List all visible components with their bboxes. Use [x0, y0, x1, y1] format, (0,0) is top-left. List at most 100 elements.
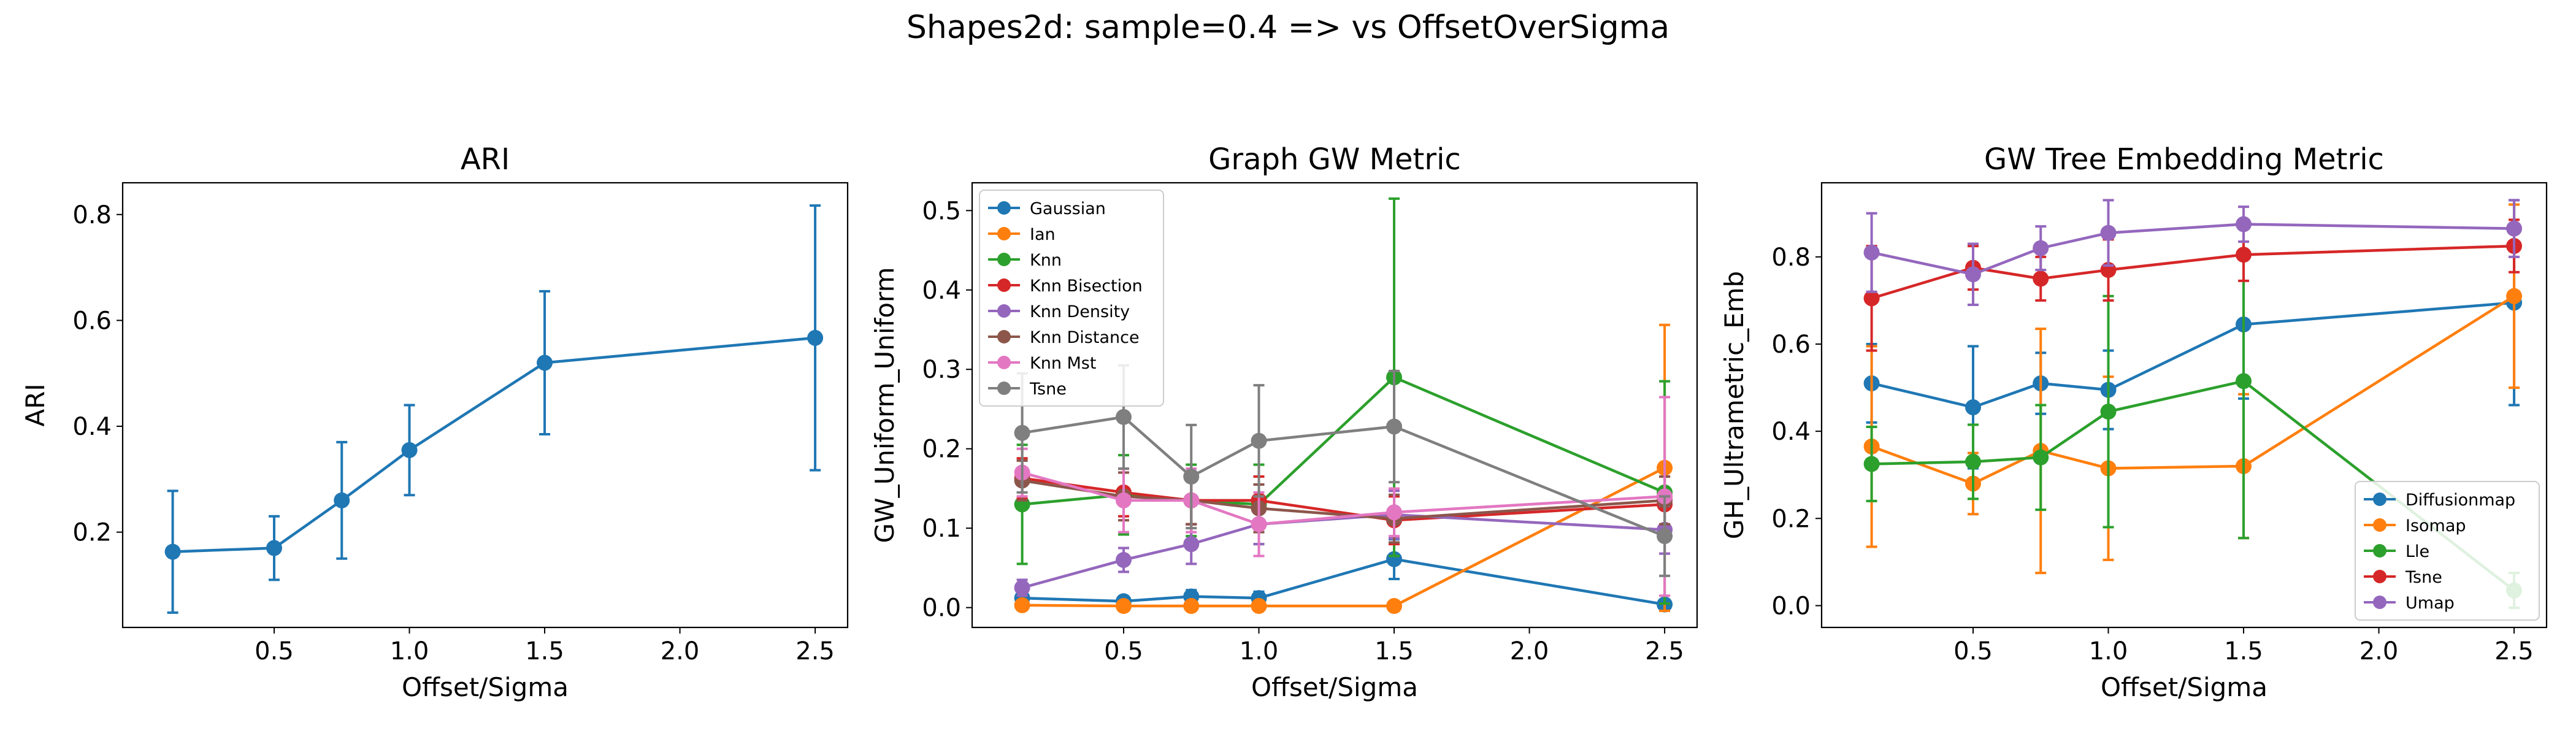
x-tick-label: 1.0: [390, 637, 429, 665]
series-knn-mst: [1014, 396, 1673, 597]
series-series: [164, 204, 824, 614]
legend-marker: [2373, 544, 2386, 558]
series-line: [1021, 513, 1665, 589]
series-line: [1021, 471, 1665, 526]
y-tick-label: 0.4: [1771, 418, 1811, 446]
x-tick-label: 2.5: [2494, 637, 2534, 665]
legend-entry: Ian: [988, 225, 1056, 244]
legend-label: Knn: [1030, 251, 1062, 270]
legend-frame: [2355, 481, 2540, 621]
legend-label: Lle: [2405, 542, 2429, 561]
legend-entry: Tsne: [988, 380, 1067, 399]
y-tick-label: 0.6: [1771, 331, 1811, 359]
data-point: [1251, 516, 1267, 532]
y-axis-label: ARI: [20, 383, 50, 426]
data-point: [1115, 551, 1132, 568]
data-point: [1251, 598, 1267, 615]
legend-label: Ian: [1030, 225, 1056, 244]
x-tick-label: 2.0: [2359, 637, 2399, 665]
legend-entry: Diffusionmap: [2364, 491, 2515, 510]
x-axis-label: Offset/Sigma: [2101, 672, 2267, 702]
legend-marker: [997, 201, 1011, 215]
y-axis-label: GH_Ultrametric_Emb: [1719, 271, 1749, 539]
data-point: [1115, 598, 1132, 615]
data-point: [1657, 528, 1673, 545]
legend: Diffusionmap Isomap Lle Tsne Umap: [2355, 481, 2540, 621]
data-point: [2506, 288, 2523, 304]
series-line: [1871, 244, 2515, 300]
data-point: [2033, 240, 2049, 256]
y-tick-label: 0.6: [72, 307, 112, 335]
legend-entry: Umap: [2364, 594, 2455, 613]
data-point: [1014, 597, 1030, 613]
legend-label: Knn Bisection: [1030, 277, 1143, 296]
data-point: [2236, 216, 2252, 232]
legend-entry: Gaussian: [988, 199, 1106, 218]
data-point: [2033, 449, 2049, 466]
legend-label: Tsne: [2405, 568, 2442, 587]
data-point: [2236, 373, 2252, 389]
data-point: [1386, 418, 1403, 435]
legend-label: Gaussian: [1030, 199, 1106, 218]
data-point: [1863, 244, 1880, 261]
legend-marker: [997, 278, 1011, 292]
legend-entry: Isomap: [2364, 516, 2466, 535]
data-point: [1965, 266, 1981, 283]
series-line: [1022, 558, 1665, 606]
y-tick-label: 0.2: [1771, 505, 1811, 533]
panel-graph-gw-metric: Graph GW Metric 0.5 1.0 1.5 2.0 2.5 0.0 0.1 0.2 0…: [870, 142, 1698, 702]
legend-label: Knn Distance: [1030, 328, 1140, 347]
data-point: [1115, 492, 1132, 508]
plot-frame: [1820, 182, 2548, 629]
data-point: [537, 355, 553, 371]
data-point: [164, 543, 181, 560]
legend-entry: Knn: [988, 251, 1062, 270]
x-tick-label: 2.5: [1645, 637, 1684, 665]
x-tick-label: 0.5: [255, 637, 294, 665]
x-tick-label: 2.5: [795, 637, 835, 665]
legend-label: Isomap: [2405, 516, 2466, 535]
series-tsne: [1863, 218, 2523, 352]
data-point: [1965, 399, 1981, 416]
data-point: [1014, 580, 1030, 596]
y-tick-label: 0.3: [922, 356, 961, 384]
y-tick-label: 0.4: [922, 277, 961, 305]
legend-label: Diffusionmap: [2405, 491, 2515, 510]
x-tick-label: 1.5: [525, 637, 564, 665]
series-line: [1871, 301, 2515, 409]
plot-frame: [971, 182, 1698, 629]
y-tick-label: 0.2: [72, 519, 112, 547]
x-axis-label: Offset/Sigma: [1251, 672, 1418, 702]
y-tick-label: 0.0: [1771, 592, 1811, 620]
data-point: [1183, 469, 1200, 485]
x-tick-label: 1.5: [2224, 637, 2263, 665]
y-tick-label: 0.1: [922, 515, 961, 543]
x-tick-label: 1.0: [1240, 637, 1279, 665]
legend-entry: Knn Distance: [988, 328, 1140, 347]
y-tick-label: 0.5: [922, 197, 961, 225]
legend-entry: Knn Mst: [988, 354, 1096, 373]
data-point: [1863, 290, 1880, 307]
data-point: [2100, 404, 2117, 420]
legend-entry: Lle: [2364, 542, 2429, 561]
series-tsne: [1014, 364, 1673, 577]
legend-entry: Tsne: [2364, 568, 2442, 587]
y-axis-label: GW_Uniform_Uniform: [870, 267, 900, 543]
legend-marker: [997, 227, 1011, 240]
data-point: [401, 442, 418, 458]
series-diffusionmap: [1863, 199, 2523, 470]
legend-marker: [2373, 596, 2386, 609]
y-tick-label: 0.4: [72, 413, 112, 441]
legend-marker: [2373, 518, 2386, 532]
x-tick-label: 2.0: [1510, 637, 1549, 665]
legend-label: Tsne: [1029, 380, 1067, 399]
x-tick-label: 1.5: [1374, 637, 1414, 665]
series-gaussian: [1014, 538, 1673, 613]
data-point: [1386, 504, 1403, 521]
legend: Gaussian Ian Knn Knn Bisection Knn Density Kn…: [979, 190, 1164, 407]
x-axis-label: Offset/Sigma: [402, 672, 569, 702]
chart-title: Graph GW Metric: [1208, 142, 1461, 177]
x-tick-label: 2.0: [661, 637, 700, 665]
x-tick-label: 0.5: [1953, 637, 1993, 665]
data-point: [2236, 247, 2252, 263]
